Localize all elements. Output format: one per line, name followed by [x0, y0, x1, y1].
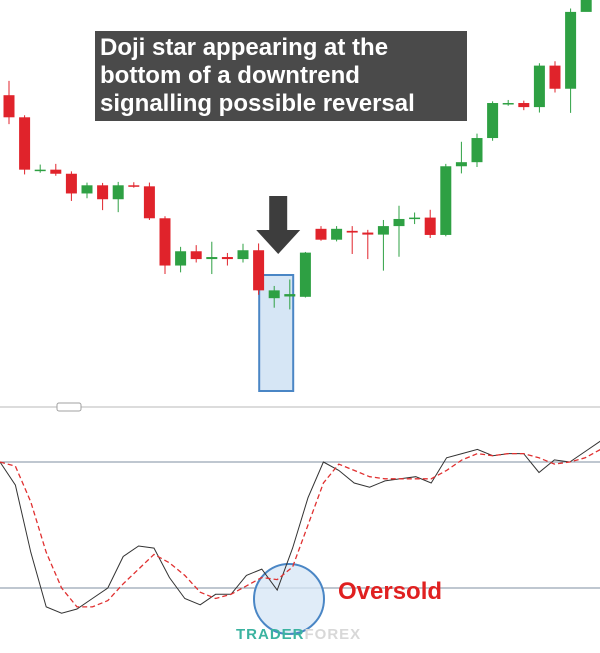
- candle-body: [315, 228, 327, 240]
- candle-body: [284, 294, 296, 297]
- candle-body: [34, 169, 46, 172]
- candle-body: [565, 11, 577, 89]
- candle-body: [221, 257, 233, 260]
- candle-body: [237, 250, 249, 260]
- candle-body: [299, 252, 311, 297]
- candle-body: [19, 117, 31, 170]
- watermark-part-1: TRADER: [236, 626, 305, 643]
- oversold-label: Oversold: [338, 578, 443, 605]
- candle-body: [533, 65, 545, 108]
- candle-body: [331, 228, 343, 240]
- candle-body: [253, 250, 265, 291]
- candle-body: [81, 185, 93, 194]
- candle-body: [112, 185, 124, 200]
- candle-body: [393, 218, 405, 227]
- candle-body: [580, 0, 592, 12]
- candle-body: [502, 103, 514, 105]
- candle-body: [487, 103, 499, 139]
- watermark-part-2: FOREX: [304, 626, 362, 643]
- candle-body: [518, 103, 530, 108]
- candle-body: [362, 232, 374, 235]
- candle-body: [346, 230, 358, 233]
- candle-body: [549, 65, 561, 89]
- down-arrow-icon: [256, 196, 301, 254]
- candle-body: [424, 217, 436, 235]
- panel-resize-handle: [56, 402, 82, 412]
- candle-body: [143, 186, 155, 219]
- watermark: TRADERFOREX: [236, 626, 361, 643]
- candle-body: [268, 290, 280, 299]
- candle-body: [206, 257, 218, 260]
- candle-body: [159, 218, 171, 266]
- candle-body: [409, 217, 421, 220]
- candle-body: [128, 185, 140, 187]
- candle-body: [455, 162, 467, 167]
- candle-body: [471, 138, 483, 163]
- candle-body: [97, 185, 109, 200]
- candle-body: [190, 251, 202, 260]
- candle-body: [65, 173, 77, 194]
- candle-body: [440, 166, 452, 235]
- candle-body: [3, 95, 15, 118]
- candle-body: [50, 169, 62, 174]
- oscillator-signal-line: [0, 448, 600, 608]
- annotation-line-1: Doji star appearing at the: [100, 34, 389, 61]
- oversold-highlight-circle: [253, 563, 325, 635]
- annotation-line-2: bottom of a downtrend: [100, 62, 360, 89]
- annotation-banner: [95, 31, 467, 121]
- candle-body: [175, 251, 187, 266]
- candle-body: [377, 226, 389, 235]
- annotation-line-3: signalling possible reversal: [100, 90, 415, 117]
